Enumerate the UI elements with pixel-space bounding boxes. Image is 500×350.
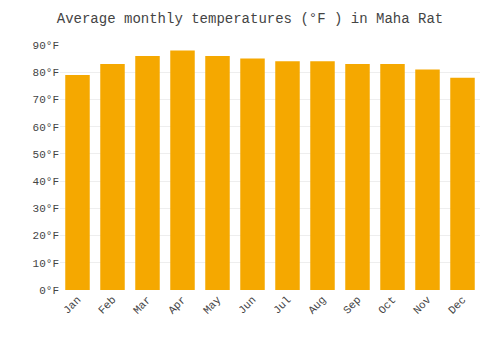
svg-text:70°F: 70°F — [33, 94, 59, 106]
svg-text:Feb: Feb — [96, 294, 118, 316]
svg-text:40°F: 40°F — [33, 176, 59, 188]
svg-text:Sep: Sep — [341, 294, 363, 316]
svg-text:20°F: 20°F — [33, 230, 59, 242]
svg-text:50°F: 50°F — [33, 149, 59, 161]
svg-text:30°F: 30°F — [33, 203, 59, 215]
svg-text:Apr: Apr — [166, 294, 188, 316]
svg-text:Average monthly temperatures (: Average monthly temperatures (°F ) in Ma… — [57, 11, 443, 27]
svg-text:Oct: Oct — [376, 294, 398, 316]
svg-text:Jun: Jun — [236, 294, 258, 316]
svg-text:Dec: Dec — [446, 294, 468, 316]
svg-text:80°F: 80°F — [33, 67, 59, 79]
svg-text:10°F: 10°F — [33, 258, 59, 270]
svg-text:60°F: 60°F — [33, 122, 59, 134]
svg-text:Aug: Aug — [306, 294, 328, 316]
svg-text:Nov: Nov — [411, 294, 434, 317]
svg-text:Jan: Jan — [61, 294, 83, 316]
svg-text:Jul: Jul — [271, 294, 293, 316]
svg-text:Mar: Mar — [131, 294, 153, 316]
svg-text:0°F: 0°F — [39, 285, 59, 297]
svg-text:90°F: 90°F — [33, 40, 59, 52]
svg-text:May: May — [201, 294, 224, 317]
